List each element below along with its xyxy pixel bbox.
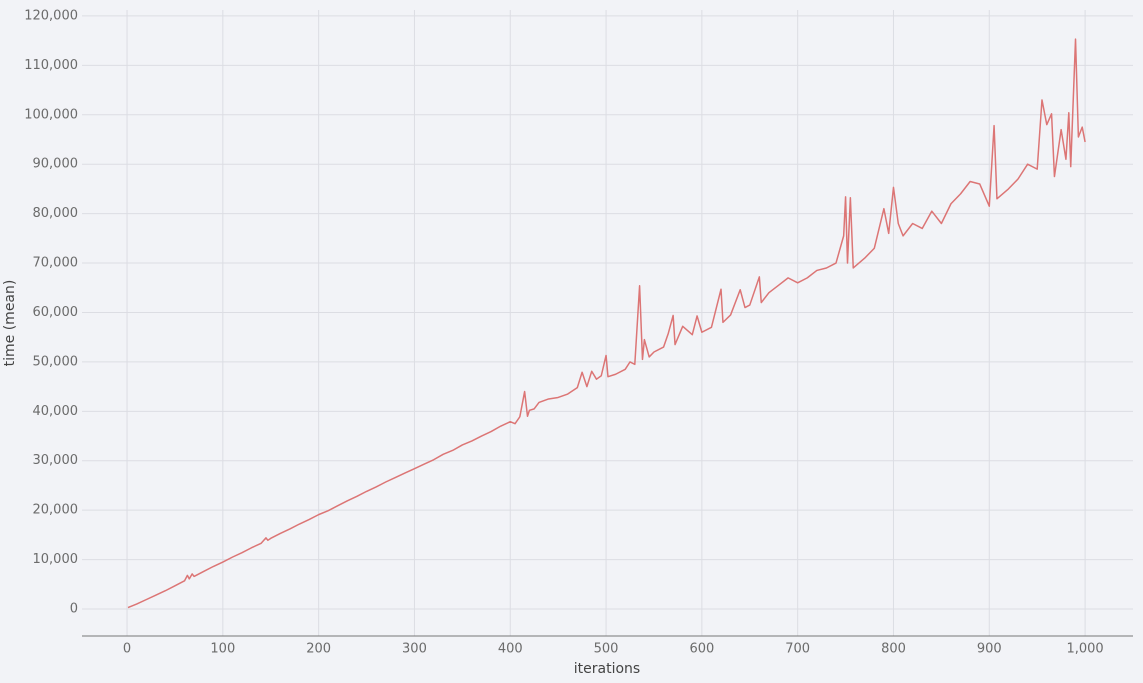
x-tick-label: 100 — [210, 642, 235, 657]
y-tick-label: 110,000 — [24, 58, 78, 73]
y-tick-label: 70,000 — [33, 256, 79, 271]
x-tick-label: 700 — [785, 642, 810, 657]
y-tick-label: 80,000 — [33, 206, 79, 221]
x-tick-label: 600 — [689, 642, 714, 657]
y-tick-label: 60,000 — [33, 305, 79, 320]
x-tick-label: 200 — [306, 642, 331, 657]
y-tick-label: 40,000 — [33, 404, 79, 419]
y-tick-label: 90,000 — [33, 157, 79, 172]
x-tick-label: 300 — [402, 642, 427, 657]
y-tick-label: 20,000 — [33, 503, 79, 518]
y-tick-label: 50,000 — [33, 354, 79, 369]
x-tick-label: 900 — [977, 642, 1002, 657]
x-tick-label: 500 — [594, 642, 619, 657]
y-tick-label: 100,000 — [24, 107, 78, 122]
x-tick-label: 1,000 — [1066, 642, 1103, 657]
y-axis-title: time (mean) — [2, 280, 18, 367]
x-tick-label: 400 — [498, 642, 523, 657]
y-tick-label: 0 — [70, 602, 78, 617]
x-tick-label: 0 — [123, 642, 131, 657]
line-series — [127, 38, 1086, 609]
y-tick-label: 30,000 — [33, 453, 79, 468]
y-tick-label: 10,000 — [33, 552, 79, 567]
x-axis-title: iterations — [574, 661, 640, 677]
y-tick-label: 120,000 — [24, 8, 78, 23]
x-tick-label: 800 — [881, 642, 906, 657]
